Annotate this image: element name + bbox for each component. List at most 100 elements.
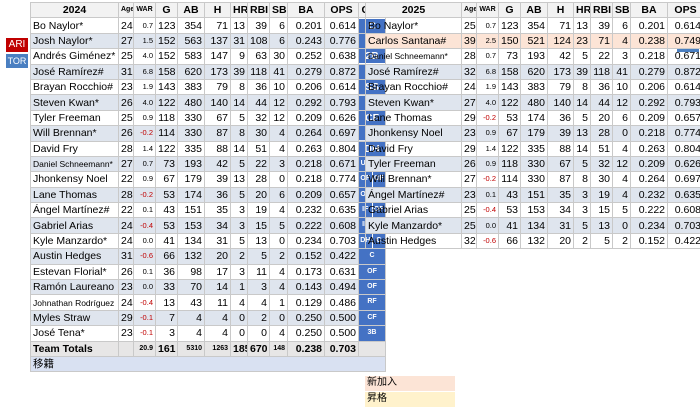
stat-cell: 5 [230,232,248,250]
stat-cell: 0 [269,171,288,188]
table-row: Jhonkensy Noel 22 0.9 67 179 39 13 28 0 0.218 0.77… [30,171,386,188]
stat-cell: 134 [177,232,205,250]
stat-cell: 4 [177,309,205,327]
stat-cell: 19 [590,186,613,204]
column-header: HR [230,1,248,19]
stat-cell: 1.5 [133,32,156,50]
stat-cell: 0.279 [630,63,668,80]
stat-cell: 152 [155,32,178,50]
stat-cell: 0.209 [287,186,325,204]
stat-cell: 24 [118,217,134,234]
stat-cell: 13 [230,171,248,188]
stat-cell: 13 [247,232,270,250]
stat-cell: 11 [204,294,231,311]
stat-cell: 124 [547,32,574,50]
stat-cell: 39 [461,32,477,50]
stat-cell: 0.201 [287,17,325,34]
stat-cell: 66 [498,232,521,250]
table-row: Carlos Santana# 39 2.5 150 521 124 23 71 4 0.238 0… [365,32,700,50]
stat-cell: 35 [547,186,574,204]
stat-cell: 6 [612,17,631,34]
table-row: Bo Naylor* 25 0.7 123 354 71 13 39 6 0.201 0.614 [365,17,700,34]
stat-cell: 15 [247,217,270,234]
stat-cell: 39 [230,63,248,80]
stat-cell: 0.0 [476,217,499,234]
stat-cell: -0.6 [476,232,499,250]
stat-cell: 0.703 [667,217,700,234]
stat-cell: -0.2 [476,109,499,127]
column-header: OPS [667,1,700,19]
stat-cell: 53 [498,202,521,219]
stat-cell: 67 [204,109,231,127]
stat-cell: 25 [118,48,134,65]
stat-cell: 0.206 [630,78,668,96]
stat-cell: 0.209 [630,155,668,173]
stat-cell: 28 [590,125,613,142]
stat-cell: 5 [230,186,248,204]
stat-cell: 0 [612,125,631,142]
player-name: Will Brennan* [30,125,119,142]
player-name: Daniel Schneemann* [30,155,119,173]
stat-cell: 1.4 [476,140,499,157]
stat-cell: 14 [204,279,231,296]
stat-cell: 0.500 [324,325,359,342]
stat-cell: 108 [247,32,270,50]
stat-cell: 28 [118,186,134,204]
player-name: Brayan Rocchio# [365,78,462,96]
stat-cell: 53 [155,217,178,234]
stat-cell: 87 [547,171,574,188]
player-name: Josh Naylor* [30,32,119,50]
stat-cell: 0.614 [324,78,359,96]
stat-cell: 6 [269,186,288,204]
stat-cell: 0.1 [133,263,156,281]
stat-cell: 132 [177,248,205,265]
stat-cell: 0.152 [630,232,668,250]
stat-cell: 0.129 [287,294,325,311]
stat-cell: 44 [590,94,613,111]
stat-cell: 4.0 [133,48,156,65]
stat-cell: 25 [461,202,477,219]
table-row: Ángel Martínez# 23 0.1 43 151 35 3 19 4 0.232 0.63… [365,186,700,204]
stat-cell: 32 [247,109,270,127]
table-row: Will Brennan* 27 -0.2 114 330 87 8 30 4 0.264 0.69… [365,171,700,188]
stat-cell: 153 [520,202,548,219]
column-header: OPS [324,1,359,19]
stat-cell: 118 [155,109,178,127]
stat-cell: 4.0 [476,94,499,111]
stat-cell: 24 [118,17,134,34]
stat-cell: 5 [573,48,591,65]
totals-cell: 185 [230,340,248,357]
legend-new-addition: 新加入 [365,376,455,391]
stat-cell: 31 [204,232,231,250]
stat-cell: 27 [118,32,134,50]
stat-cell: 0.209 [287,109,325,127]
table-row: Johnathan Rodríguez 24 -0.4 13 43 11 4 4 1 0.129 0… [30,294,386,311]
table-row: José Tena* 23 -0.1 3 4 4 0 0 4 0.250 0.500 3B [30,325,386,342]
stat-cell: 14 [230,94,248,111]
stat-cell: 0.697 [324,125,359,142]
stat-cell: 0.264 [630,171,668,188]
stat-cell: 39 [204,171,231,188]
stat-cell: 27 [118,155,134,173]
stat-cell: 0.218 [630,48,668,65]
stat-cell: 4 [269,125,288,142]
stat-cell: 151 [177,202,205,219]
column-header: RBI [247,1,270,19]
stat-cell: 3 [573,186,591,204]
stat-cell: 23 [461,125,477,142]
table-row: David Fry 28 1.4 122 335 88 14 51 4 0.263 0.804 DH [30,140,386,157]
stat-cell: 0 [269,232,288,250]
column-header: H [204,1,231,19]
stat-cell: 354 [177,17,205,34]
stat-cell: 4 [230,294,248,311]
stat-cell: 67 [155,171,178,188]
stat-cell: 0.173 [287,263,325,281]
stat-cell: 3 [230,263,248,281]
stat-cell: 383 [177,78,205,96]
stat-cell: 14 [230,140,248,157]
stat-cell: 0.614 [324,17,359,34]
stat-cell: 26 [118,263,134,281]
stat-cell: 6 [269,32,288,50]
player-name: Brayan Rocchio# [30,78,119,96]
stat-cell: 25 [118,109,134,127]
